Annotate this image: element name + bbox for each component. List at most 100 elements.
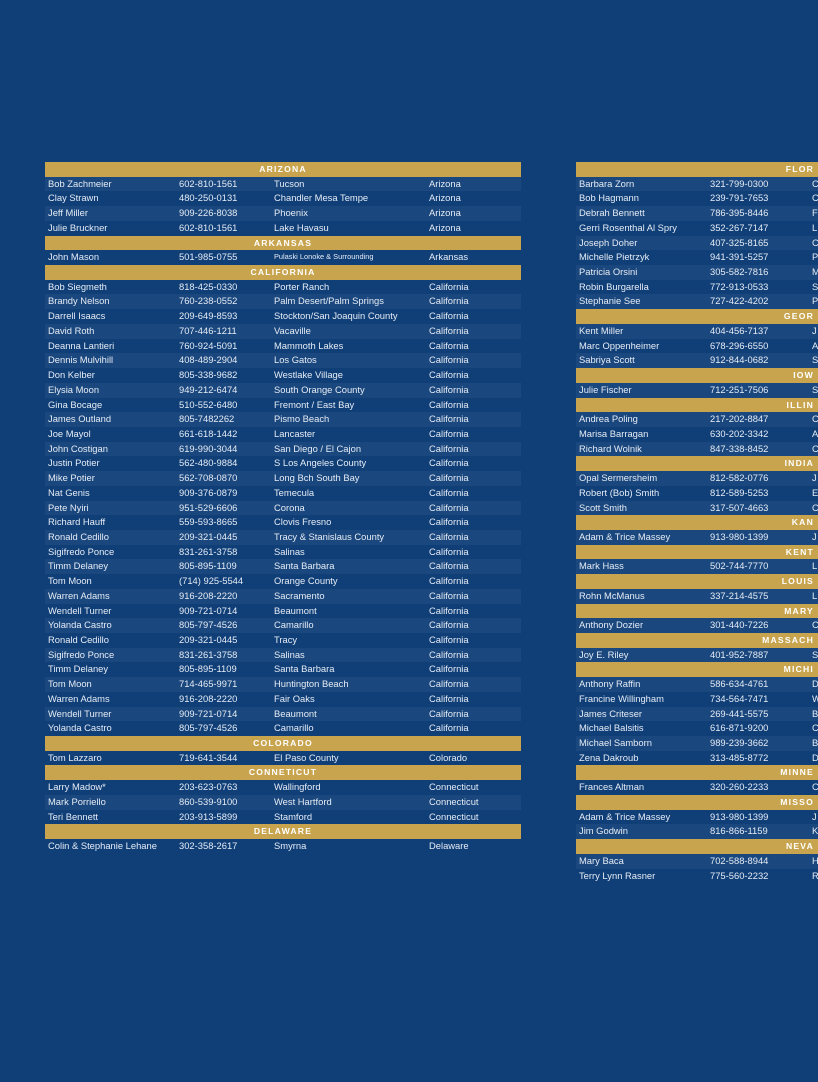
contact-name: Deanna Lantieri <box>48 339 115 351</box>
contact-name: James Outland <box>48 413 112 425</box>
contact-state: Arkansas <box>429 251 469 263</box>
state-header-label: KAN <box>791 517 814 528</box>
contact-name: Adam & Trice Massey <box>579 530 671 542</box>
contact-name: Justin Potier <box>48 457 100 469</box>
contact-phone: 912-844-0682 <box>710 354 769 366</box>
contact-city: C <box>812 192 818 204</box>
contact-name: James Criteser <box>579 707 643 719</box>
contact-phone: 805-895-1109 <box>179 560 237 572</box>
contact-phone: 305-582-7816 <box>710 266 769 278</box>
contact-city: S <box>812 383 818 395</box>
contact-name: Stephanie See <box>579 295 641 307</box>
contact-row: Mary Baca 702-588-8944 H <box>576 853 818 869</box>
state-header: CALIFORNIA <box>45 265 521 280</box>
contact-phone: 951-529-6606 <box>179 501 238 513</box>
contact-row: Pete Nyiri 951-529-6606 Corona California <box>45 500 521 516</box>
contact-row: Francine Willingham 734-564-7471 W <box>576 692 818 707</box>
contact-row: Anthony Raffin 586-634-4761 D <box>576 677 818 692</box>
contact-phone: 619-990-3044 <box>179 442 238 454</box>
contact-row: Gerri Rosenthal Al Spry 352-267-7147 L <box>576 221 818 236</box>
contact-phone: 812-589-5253 <box>710 486 769 498</box>
contact-city: C <box>812 236 818 248</box>
contact-phone: 678-296-6550 <box>710 339 769 351</box>
contact-phone: 203-623-0763 <box>179 781 238 793</box>
contact-name: Debrah Bennett <box>579 207 645 219</box>
contact-city: S <box>812 648 818 660</box>
contact-name: Tom Moon <box>48 575 92 587</box>
contact-state: California <box>429 516 469 528</box>
contact-name: Joe Mayol <box>48 427 91 439</box>
contact-row: Brandy Nelson 760-238-0552 Palm Desert/Pal… <box>45 294 521 310</box>
contact-row: Tom Lazzaro 719-641-3544 El Paso County Col… <box>45 751 521 766</box>
contact-name: Rohn McManus <box>579 589 645 601</box>
contact-city: D <box>812 678 818 690</box>
contact-row: Joe Mayol 661-618-1442 Lancaster California <box>45 427 521 442</box>
contact-row: Wendell Turner 909-721-0714 Beaumont Califo… <box>45 706 521 722</box>
contact-state: California <box>429 501 469 513</box>
contact-row: James Outland 805-7482262 Pismo Beach Calif… <box>45 412 521 427</box>
contact-phone: 805-797-4526 <box>179 619 238 631</box>
contact-city: K <box>812 825 818 837</box>
contact-row: Barbara Zorn 321-799-0300 C <box>576 176 818 192</box>
contact-row: Jim Godwin 816-866-1159 K <box>576 824 818 840</box>
contact-phone: 502-744-7770 <box>710 560 769 572</box>
contact-phone: 317-507-4663 <box>710 501 769 513</box>
contact-row: Adam & Trice Massey 913-980-1399 J <box>576 529 818 545</box>
contact-name: Andrea Poling <box>579 413 638 425</box>
contact-row: John Mason 501-985-0755 Pulaski Lonoke & S… <box>45 250 521 265</box>
contact-state: Arizona <box>429 177 461 189</box>
contact-name: Opal Sermersheim <box>579 472 658 484</box>
contact-row: Tom Moon (714) 925-5544 Orange County Calif… <box>45 574 521 589</box>
contact-name: Frances Altman <box>579 781 645 793</box>
contact-city: A <box>812 427 818 439</box>
contact-name: Marisa Barragan <box>579 427 649 439</box>
contact-row: Sabriya Scott 912-844-0682 S <box>576 353 818 369</box>
state-header: GEOR <box>576 309 818 324</box>
contact-name: Barbara Zorn <box>579 177 635 189</box>
contact-phone: 805-7482262 <box>179 413 235 425</box>
contact-name: Wendell Turner <box>48 707 112 719</box>
contact-phone: 805-338-9682 <box>179 369 238 381</box>
contact-phone: 941-391-5257 <box>710 251 769 263</box>
contact-phone: 501-985-0755 <box>179 251 238 263</box>
contact-phone: 401-952-7887 <box>710 648 769 660</box>
contact-city: S <box>812 280 818 292</box>
contact-phone: 602-810-1561 <box>179 221 238 233</box>
contact-city: R <box>812 869 818 881</box>
state-header-label: ILLIN <box>786 399 814 410</box>
state-header: KENT <box>576 544 818 560</box>
contact-name: Kent Miller <box>579 324 624 336</box>
contact-row: Robin Burgarella 772-913-0533 S <box>576 280 818 295</box>
contact-name: Robin Burgarella <box>579 280 649 292</box>
contact-phone: 772-913-0533 <box>710 280 769 292</box>
contact-city: L <box>812 589 818 601</box>
contact-phone: 302-358-2617 <box>179 840 238 852</box>
contact-phone: 562-480-9884 <box>179 457 238 469</box>
contact-state: Connecticut <box>429 810 479 822</box>
contact-name: Michael Balsitis <box>579 722 644 734</box>
contact-state: Colorado <box>429 751 468 763</box>
contact-city: J <box>812 810 817 822</box>
contact-city: Lancaster <box>274 427 316 439</box>
contact-row: James Criteser 269-441-5575 B <box>576 706 818 722</box>
contact-name: Gerri Rosenthal Al Spry <box>579 221 677 233</box>
contact-state: California <box>429 457 469 469</box>
contact-name: John Costigan <box>48 442 108 454</box>
right-directory-table: FLOR Barbara Zorn 321-799-0300 C Bob Hagmann… <box>576 162 818 883</box>
state-header-label: GEOR <box>783 311 814 322</box>
contact-name: Ronald Cedillo <box>48 530 109 542</box>
contact-name: Tom Lazzaro <box>48 751 102 763</box>
state-header-label: MICHI <box>783 664 814 675</box>
contact-phone: 301-440-7226 <box>710 619 769 631</box>
state-header: INDIA <box>576 456 818 472</box>
contact-state: California <box>429 472 469 484</box>
contact-city: El Paso County <box>274 751 339 763</box>
contact-phone: 916-208-2220 <box>179 589 238 601</box>
contact-row: Michelle Pietrzyk 941-391-5257 P <box>576 250 818 265</box>
contact-name: Warren Adams <box>48 692 110 704</box>
contact-name: David Roth <box>48 324 95 336</box>
state-header-label: IOW <box>793 370 814 381</box>
state-header-label: FLOR <box>785 164 814 174</box>
contact-name: Sabriya Scott <box>579 354 635 366</box>
contact-name: Bob Zachmeier <box>48 177 112 189</box>
